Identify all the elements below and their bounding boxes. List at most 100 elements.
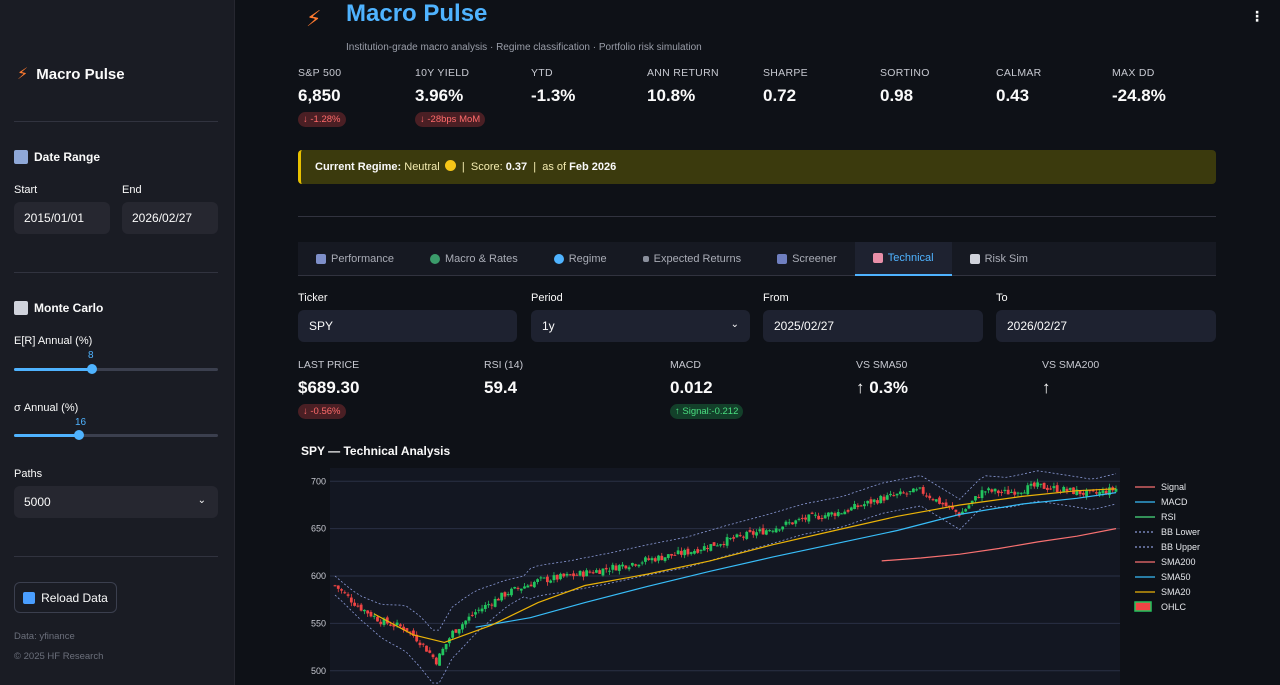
ohlc-candle [699, 550, 703, 552]
lightning-icon: ⚡ [306, 6, 322, 31]
more-menu-icon[interactable]: ⋮ [1250, 8, 1264, 24]
sma200-line [881, 528, 1117, 562]
ohlc-candle [938, 497, 941, 504]
dice-icon [969, 254, 980, 264]
ohlc-candle [369, 612, 373, 617]
metric-delta: ↓ -1.28% [298, 112, 346, 127]
ticker-input[interactable]: SPY [298, 310, 517, 342]
sma20-line [373, 488, 1117, 644]
to-date-input[interactable]: 2026/02/27 [996, 310, 1216, 342]
ohlc-candle [696, 549, 700, 553]
ohlc-candle [751, 531, 755, 535]
ohlc-candle [787, 522, 791, 524]
ohlc-candle [882, 496, 886, 501]
ohlc-candle [983, 491, 987, 493]
metric-sp500: S&P 500 6,850 ↓ -1.28% [298, 67, 346, 127]
ohlc-candle [1049, 488, 1053, 490]
start-label: Start [14, 184, 38, 196]
ohlc-candle [846, 509, 850, 512]
ohlc-candle [565, 573, 569, 576]
sigma-annual-slider-thumb[interactable] [74, 430, 85, 440]
ohlc-candle [859, 505, 863, 507]
calendar-icon [14, 150, 28, 164]
tab-risk-sim[interactable]: Risk Sim [952, 242, 1046, 276]
metric-value: 59.4 [484, 378, 518, 397]
metric-sortino: SORTINO 0.98 [880, 67, 930, 106]
tab-performance[interactable]: Performance [298, 242, 412, 276]
ohlc-candle [624, 565, 628, 569]
ohlc-candle [921, 487, 925, 494]
ohlc-candle [1101, 490, 1105, 494]
sidebar-divider [14, 272, 218, 273]
chevron-down-icon: ⌄ [730, 319, 739, 330]
bb-lower-line [334, 500, 1117, 684]
ohlc-candle [333, 585, 337, 587]
er-annual-slider[interactable] [14, 364, 218, 374]
sidebar-divider [14, 121, 218, 122]
ohlc-candle [810, 512, 814, 514]
tab-label: Screener [792, 253, 837, 265]
ohlc-candle [431, 654, 435, 658]
ohlc-candle [392, 624, 396, 627]
metric-calmar: CALMAR 0.43 [996, 67, 1042, 106]
ohlc-candle [1042, 482, 1046, 489]
reload-data-button[interactable]: Reload Data [14, 582, 117, 613]
ohlc-candle [1000, 491, 1004, 493]
lightning-icon: ⚡ [17, 66, 29, 83]
from-label: From [763, 292, 789, 304]
ohlc-candle [1003, 489, 1007, 491]
tab-label: Technical [887, 252, 934, 264]
ohlc-candle [820, 518, 824, 520]
paths-select[interactable]: 5000 ⌄ [14, 486, 218, 518]
ohlc-candle [546, 576, 549, 583]
ohlc-candle [666, 554, 670, 558]
ohlc-candle [895, 493, 899, 496]
start-date-input[interactable]: 2015/01/01 [14, 202, 110, 234]
tab-technical[interactable]: Technical [854, 242, 952, 276]
sigma-annual-slider[interactable] [14, 430, 218, 440]
ohlc-candle [496, 598, 500, 601]
y-tick-label: 550 [311, 618, 326, 628]
ohlc-candle [715, 545, 719, 547]
ohlc-candle [849, 507, 853, 511]
ohlc-candle [908, 491, 912, 493]
ohlc-candle [434, 657, 438, 665]
from-date-input[interactable]: 2025/02/27 [763, 310, 983, 342]
er-annual-value: 8 [88, 350, 94, 361]
ohlc-candle [349, 597, 353, 603]
er-annual-slider-thumb[interactable] [86, 364, 97, 374]
regime-asof: Feb 2026 [569, 161, 617, 173]
ohlc-candle [934, 499, 938, 502]
metric-value: 0.98 [880, 86, 914, 105]
ohlc-candle [634, 564, 638, 566]
ohlc-candle [408, 631, 412, 633]
ohlc-candle [415, 634, 419, 642]
ohlc-candle [876, 500, 879, 504]
ohlc-candle [336, 585, 340, 589]
ohlc-candle [1029, 483, 1033, 486]
tab-macro-rates[interactable]: Macro & Rates [412, 242, 536, 276]
ohlc-candle [627, 567, 631, 570]
ohlc-candle [722, 544, 726, 546]
metric-vs-sma50: VS SMA50 ↑ 0.3% [856, 359, 908, 398]
period-select[interactable]: 1y ⌄ [531, 310, 750, 342]
ohlc-candle [748, 530, 752, 532]
ohlc-candle [379, 621, 383, 625]
ohlc-candle [843, 511, 847, 515]
tab-label: Expected Returns [653, 253, 742, 265]
tab-screener[interactable]: Screener [759, 242, 855, 276]
metric-value: 0.72 [763, 86, 797, 105]
ohlc-candle [885, 495, 889, 500]
metric-label: ANN RETURN [647, 67, 719, 79]
tab-regime[interactable]: Regime [536, 242, 625, 276]
ohlc-candle [572, 573, 575, 577]
ohlc-candle [366, 610, 370, 614]
ohlc-candle [836, 512, 840, 516]
metric-last-price: LAST PRICE $689.30 ↓ -0.56% [298, 359, 359, 419]
technical-chart[interactable]: 700 650 600 550 500 Signal MACD RSI BB Lower BB … [298, 468, 1216, 685]
ohlc-candle [1108, 487, 1111, 496]
end-date-input[interactable]: 2026/02/27 [122, 202, 218, 234]
ohlc-candle [947, 505, 951, 507]
metric-label: MACD [670, 359, 701, 371]
tab-expected-returns[interactable]: Expected Returns [625, 242, 759, 276]
